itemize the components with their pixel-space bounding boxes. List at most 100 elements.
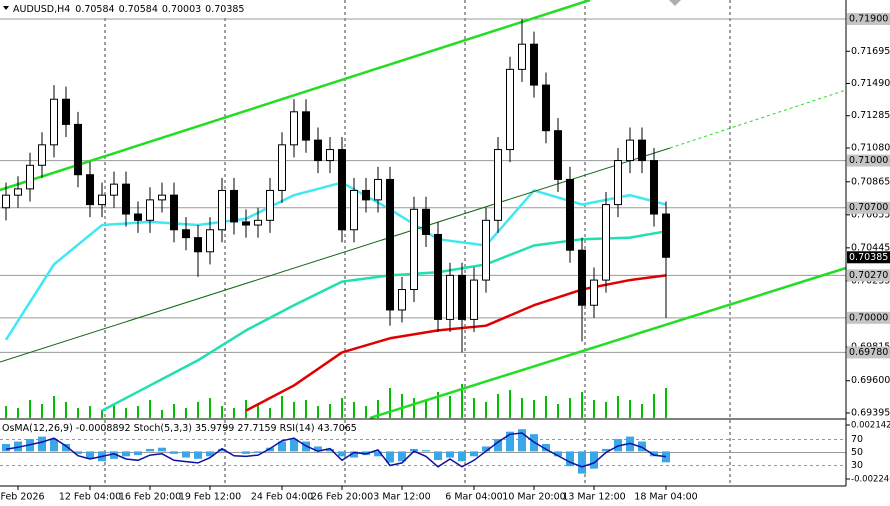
candle-body: [614, 160, 622, 206]
osma-bar: [590, 451, 598, 469]
candle-body: [326, 149, 334, 162]
candle-body: [638, 139, 646, 162]
volume-bar: [377, 400, 379, 418]
stoch-name: Stoch(5,3,3): [134, 423, 192, 434]
volume-bar: [389, 388, 391, 418]
osma-bar: [554, 451, 562, 457]
osma-bar: [602, 448, 610, 452]
axes: 0.71695 0.71490 0.71285 0.71080 0.70865 0.706…: [0, 13, 890, 503]
volume-bar: [557, 404, 559, 418]
x-tick-label: 13 Mar 12:00: [562, 492, 625, 503]
candle-body: [62, 98, 70, 125]
osma-bar: [458, 451, 466, 462]
osma-bar: [158, 447, 166, 452]
volume-bar: [593, 400, 595, 418]
volume-bar: [257, 404, 259, 418]
candle-body: [182, 229, 190, 239]
candle-body: [314, 139, 322, 162]
y-tick-label: 0.71285: [851, 110, 890, 121]
volume-bar: [173, 404, 175, 418]
volume-bar: [29, 400, 31, 418]
volume-bar: [653, 394, 655, 418]
osma-bar: [482, 446, 490, 452]
volume-bar: [41, 404, 43, 418]
osma-bar: [374, 451, 382, 457]
volume-bar: [281, 396, 283, 418]
y-tick-label: 0.69395: [851, 407, 890, 418]
osma-bar: [146, 448, 154, 452]
candle-body: [434, 233, 442, 320]
candle-body: [146, 199, 154, 221]
ohlc-open: 0.70584: [75, 4, 114, 15]
rsi-tick-label: 50: [851, 447, 863, 458]
candle-body: [470, 279, 478, 320]
volume-bar: [65, 402, 67, 418]
osma-tick-label: -0.002240: [851, 474, 890, 484]
volume-bar: [245, 400, 247, 418]
last-price-box: [847, 251, 890, 264]
candle-body: [110, 183, 118, 196]
candle-body: [134, 213, 142, 221]
volume-bar: [269, 408, 271, 418]
osma-bar: [170, 451, 178, 454]
header-arrow: [3, 6, 9, 10]
candles: [2, 19, 670, 353]
level-label: 0.71000: [849, 155, 888, 166]
volume-bar: [317, 406, 319, 418]
stoch-readout: 35.9799: [195, 423, 234, 434]
volume-bar: [113, 404, 115, 418]
candle-body: [422, 208, 430, 235]
osma-bar: [662, 451, 670, 463]
candle-body: [458, 274, 466, 320]
candle-body: [362, 189, 370, 201]
volume-bar: [629, 400, 631, 418]
candle-body: [590, 279, 598, 306]
volume-bar: [665, 388, 667, 418]
osma-readout: -0.0008892: [76, 423, 131, 434]
candle-body: [14, 188, 22, 196]
candle-body: [50, 98, 58, 146]
volume-bar: [461, 384, 463, 418]
channel-mid-extension: [669, 89, 847, 149]
rsi-tick-label: 30: [851, 460, 863, 471]
volume-bar: [449, 396, 451, 418]
candle-body: [542, 84, 550, 132]
volume-bar: [473, 398, 475, 418]
x-tick-label: 10 Mar 20:00: [502, 492, 565, 503]
osma-bar: [134, 451, 142, 456]
osma-bar: [182, 451, 190, 458]
candle-body: [74, 123, 82, 176]
y-tick-label: 0.71080: [851, 142, 890, 153]
x-tick-label: 19 Feb 12:00: [179, 492, 241, 503]
osma-bar: [578, 451, 586, 474]
volume-bar: [305, 400, 307, 418]
osma-bar: [74, 451, 82, 454]
candle-body: [170, 194, 178, 231]
candle-body: [266, 189, 274, 221]
volume-bar: [89, 406, 91, 418]
candle-body: [86, 174, 94, 206]
level-label: 0.70270: [849, 270, 888, 281]
volume-bar: [329, 404, 331, 418]
candle-body: [410, 208, 418, 291]
candle-body: [650, 160, 658, 215]
osma-bar: [494, 439, 502, 452]
osma-name: OsMA(12,26,9): [2, 423, 73, 434]
volume-bar: [101, 410, 103, 418]
volume: [5, 384, 667, 418]
header-text: AUDUSD,H4 0.70584 0.70584 0.70003 0.70385: [13, 4, 244, 15]
volume-bar: [437, 392, 439, 418]
candle-body: [230, 189, 238, 223]
osma-tick-label: 0.002142: [851, 421, 890, 431]
osma-bar: [122, 451, 130, 457]
volume-bar: [569, 398, 571, 418]
osma-bar: [638, 441, 646, 452]
volume-bar: [497, 394, 499, 418]
candle-body: [506, 68, 514, 151]
level-label: 0.70000: [849, 312, 888, 323]
rsi-readout: 43.7065: [318, 423, 357, 434]
last-price-label: 0.70385: [849, 252, 888, 263]
volume-bar: [401, 394, 403, 418]
osma-bar: [266, 447, 274, 452]
